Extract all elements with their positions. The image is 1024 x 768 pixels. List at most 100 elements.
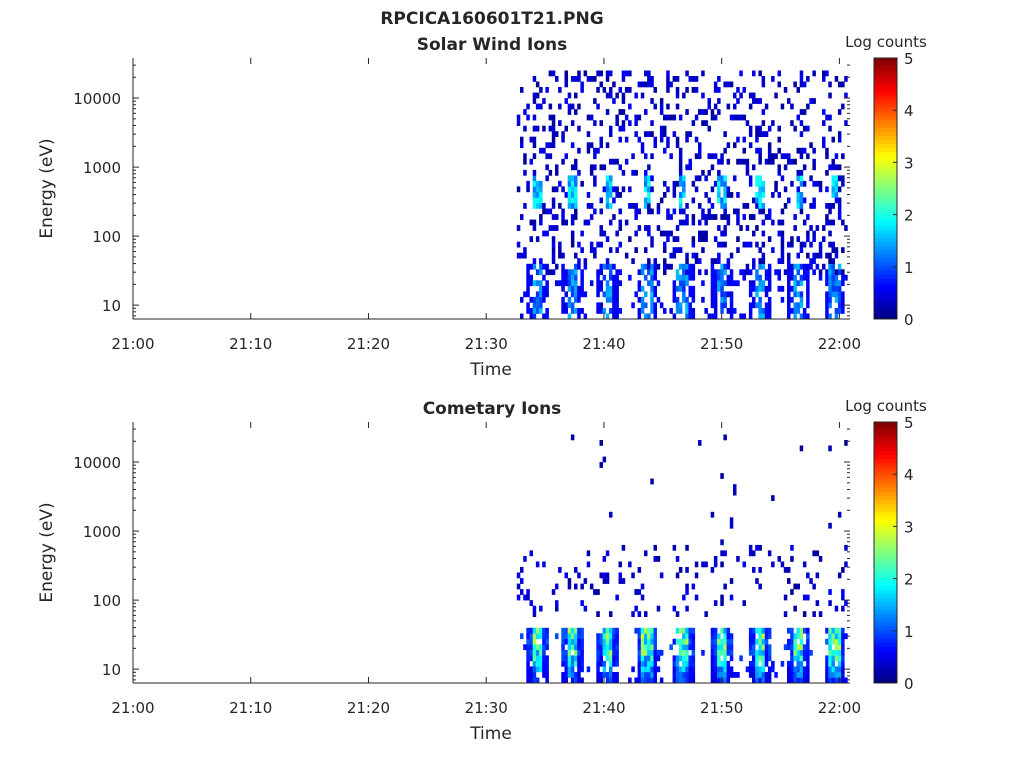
spectrogram-cell xyxy=(577,308,581,314)
spectrogram-cell xyxy=(764,302,769,309)
spectrogram-cell xyxy=(780,153,785,160)
spectrogram-cell xyxy=(799,208,804,215)
spectrogram-cell xyxy=(806,627,810,634)
spectrogram-cell xyxy=(535,296,540,303)
spectrogram-cell xyxy=(577,627,581,634)
spectrogram-cell xyxy=(516,120,521,126)
spectrogram-cell xyxy=(650,633,654,640)
x-tick-label: 22:00 xyxy=(818,335,861,353)
spectrogram-cell xyxy=(717,186,721,193)
spectrogram-cell xyxy=(567,655,572,662)
spectrogram-cell xyxy=(701,208,705,215)
spectrogram-cell xyxy=(596,589,600,595)
spectrogram-cell xyxy=(723,655,727,662)
spectrogram-cell xyxy=(831,192,835,198)
spectrogram-cell xyxy=(834,252,839,259)
spectrogram-cell xyxy=(602,649,607,656)
spectrogram-cell xyxy=(628,274,632,281)
spectrogram-cell xyxy=(574,655,578,662)
spectrogram-cell xyxy=(828,252,832,259)
spectrogram-cell xyxy=(790,180,794,187)
spectrogram-cell xyxy=(621,186,626,193)
spectrogram-cell xyxy=(672,296,677,303)
spectrogram-cell xyxy=(605,572,610,579)
spectrogram-cell xyxy=(605,291,610,298)
spectrogram-cell xyxy=(574,197,578,204)
spectrogram-cell xyxy=(615,186,619,193)
spectrogram-cell xyxy=(809,203,813,209)
spectrogram-cell xyxy=(539,214,543,220)
colorbar-segment xyxy=(874,523,897,529)
spectrogram-cell xyxy=(574,644,578,651)
spectrogram-cell xyxy=(567,186,572,193)
colorbar-segment xyxy=(874,491,897,496)
spectrogram-cell xyxy=(605,197,610,204)
spectrogram-cell xyxy=(567,175,572,182)
spectrogram-cell xyxy=(545,660,549,667)
spectrogram-cell xyxy=(621,109,626,115)
spectrogram-cell xyxy=(672,544,677,551)
spectrogram-cell xyxy=(761,109,766,115)
spectrogram-cell xyxy=(516,583,521,590)
spectrogram-cell xyxy=(771,247,775,253)
spectrogram-cell xyxy=(742,87,746,93)
spectrogram-cell xyxy=(691,197,696,204)
spectrogram-cell xyxy=(825,638,829,645)
spectrogram-cell xyxy=(644,313,648,320)
spectrogram-cell xyxy=(764,103,769,110)
spectrogram-cell xyxy=(656,280,661,287)
spectrogram-cell xyxy=(672,672,677,678)
x-tick-label: 21:20 xyxy=(347,335,390,353)
colorbar-segment xyxy=(874,135,897,141)
spectrogram-cell xyxy=(777,556,781,562)
spectrogram-cell xyxy=(796,252,800,259)
spectrogram-cell xyxy=(615,677,619,684)
spectrogram-cell xyxy=(796,666,800,673)
spectrogram-cell xyxy=(755,98,759,104)
spectrogram-cell xyxy=(685,164,689,171)
spectrogram-cell xyxy=(729,302,734,309)
spectrogram-cell xyxy=(834,291,839,298)
colorbar-segment xyxy=(874,638,897,643)
spectrogram-cell xyxy=(609,644,613,651)
spectrogram-cell xyxy=(653,313,657,320)
spectrogram-cell xyxy=(532,225,537,231)
spectrogram-cell xyxy=(526,308,530,314)
spectrogram-cell xyxy=(612,313,616,320)
spectrogram-cell xyxy=(678,672,683,678)
spectrogram-cell xyxy=(720,666,724,673)
spectrogram-cell xyxy=(640,263,645,270)
colorbar-segment xyxy=(874,192,897,198)
spectrogram-cell xyxy=(583,219,588,226)
spectrogram-cell xyxy=(593,120,597,126)
spectrogram-cell xyxy=(647,70,651,77)
spectrogram-cell xyxy=(723,197,727,204)
spectrogram-cell xyxy=(828,164,832,171)
spectrogram-cell xyxy=(723,269,727,276)
colorbar-segment xyxy=(874,86,897,92)
colorbar-segment xyxy=(874,475,897,480)
spectrogram-cell xyxy=(809,578,813,584)
spectrogram-cell xyxy=(672,76,677,82)
spectrogram-cell xyxy=(634,120,638,126)
spectrogram-cell xyxy=(596,308,600,314)
spectrogram-cell xyxy=(793,672,797,678)
panel-title: Cometary Ions xyxy=(423,399,562,419)
spectrogram-cell xyxy=(831,649,835,656)
spectrogram-cell xyxy=(634,208,638,215)
colorbar-label: Log counts xyxy=(845,397,927,415)
spectrogram-cell xyxy=(723,230,727,237)
spectrogram-cell xyxy=(828,285,832,292)
spectrogram-cell xyxy=(755,649,759,656)
spectrogram-cell xyxy=(535,308,540,314)
spectrogram-cell xyxy=(526,594,530,601)
spectrogram-cell xyxy=(828,263,832,270)
spectrogram-cell xyxy=(532,605,537,612)
spectrogram-cell xyxy=(720,180,724,187)
spectrogram-cell xyxy=(841,153,845,160)
spectrogram-cell xyxy=(672,280,677,287)
spectrogram-cell xyxy=(752,567,756,573)
spectrogram-cell xyxy=(723,291,727,298)
spectrogram-cell xyxy=(548,208,553,215)
spectrogram-cell xyxy=(758,672,762,678)
